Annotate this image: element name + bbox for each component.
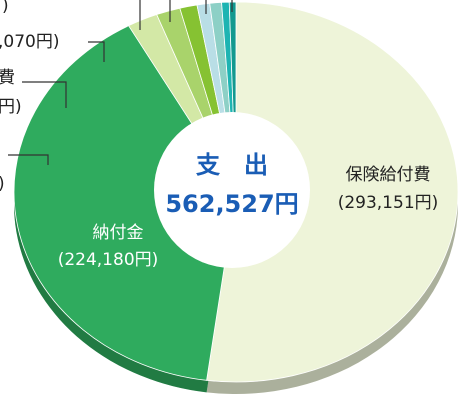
slice-label: 納付金: [93, 223, 144, 243]
donut-hole: [154, 112, 310, 268]
slice-label: 保険給付費: [346, 165, 431, 185]
slice: [206, 1, 459, 383]
leader-line: [22, 81, 67, 108]
total-label: 562,527円: [165, 190, 298, 218]
slice-value-label: ,070円): [0, 32, 59, 52]
leader-line: [88, 41, 105, 62]
slice-label: 費: [0, 68, 15, 88]
slice-value-label: ): [0, 174, 5, 194]
leader-line: [8, 154, 49, 165]
slice-value-label: 円): [0, 97, 22, 117]
slice-value-label: ): [2, 0, 9, 16]
slice: [13, 25, 237, 381]
slice-value-label: (293,151円): [338, 193, 439, 213]
slice-value-label: (224,180円): [58, 250, 159, 270]
center-title: 支 出: [196, 151, 268, 179]
